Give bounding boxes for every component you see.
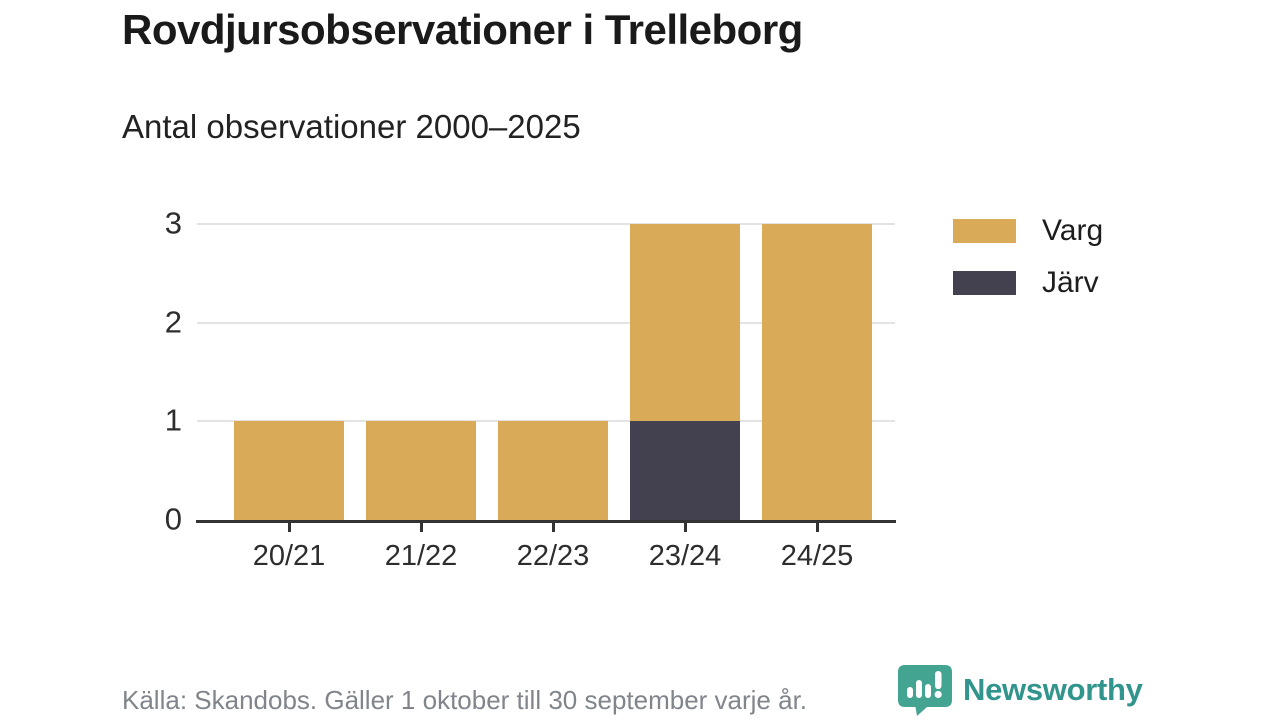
- bar-segment: [498, 421, 608, 520]
- legend-swatch: [953, 219, 1016, 243]
- bar-segment: [234, 421, 344, 520]
- legend-row: Järv: [953, 266, 1103, 300]
- legend: Varg Järv: [953, 214, 1103, 300]
- x-axis-tick-label: 23/24: [648, 540, 722, 572]
- newsworthy-logo: Newsworthy: [896, 663, 1143, 717]
- legend-label: Järv: [1042, 266, 1099, 299]
- source-note: Källa: Skandobs. Gäller 1 oktober till 3…: [122, 685, 808, 715]
- newsworthy-logo-icon: [898, 665, 952, 716]
- newsworthy-logo-text: Newsworthy: [963, 672, 1143, 707]
- legend-label: Varg: [1042, 214, 1104, 247]
- x-axis-tick: [419, 523, 423, 532]
- x-axis-tick-label: 24/25: [780, 540, 854, 572]
- x-axis-tick: [683, 523, 687, 532]
- y-axis-tick-label: 1: [164, 402, 182, 438]
- legend-swatch: [953, 271, 1016, 295]
- x-axis-tick-label: 21/22: [384, 540, 458, 572]
- x-axis-tick: [287, 523, 291, 532]
- bar-segment: [366, 421, 476, 520]
- y-axis-tick-label: 2: [164, 303, 182, 339]
- bar-segment: [630, 421, 740, 520]
- gridline: [197, 223, 895, 225]
- chart-subtitle: Antal observationer 2000–2025: [122, 108, 581, 145]
- x-axis-tick-label: 20/21: [252, 540, 326, 572]
- bar-segment: [762, 224, 872, 520]
- bar-segment: [630, 224, 740, 422]
- chart-title: Rovdjursobservationer i Trelleborg: [122, 6, 803, 53]
- x-axis-tick-label: 22/23: [516, 540, 590, 572]
- y-axis-tick-label: 3: [164, 205, 182, 241]
- x-axis-line: [196, 520, 896, 523]
- legend-row: Varg: [953, 214, 1103, 248]
- x-axis-tick: [815, 523, 819, 532]
- gridline: [197, 321, 895, 324]
- y-axis-tick-label: 0: [164, 501, 182, 537]
- x-axis-tick: [551, 523, 555, 532]
